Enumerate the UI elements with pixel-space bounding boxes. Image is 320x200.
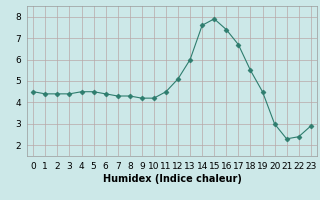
X-axis label: Humidex (Indice chaleur): Humidex (Indice chaleur)	[103, 174, 241, 184]
